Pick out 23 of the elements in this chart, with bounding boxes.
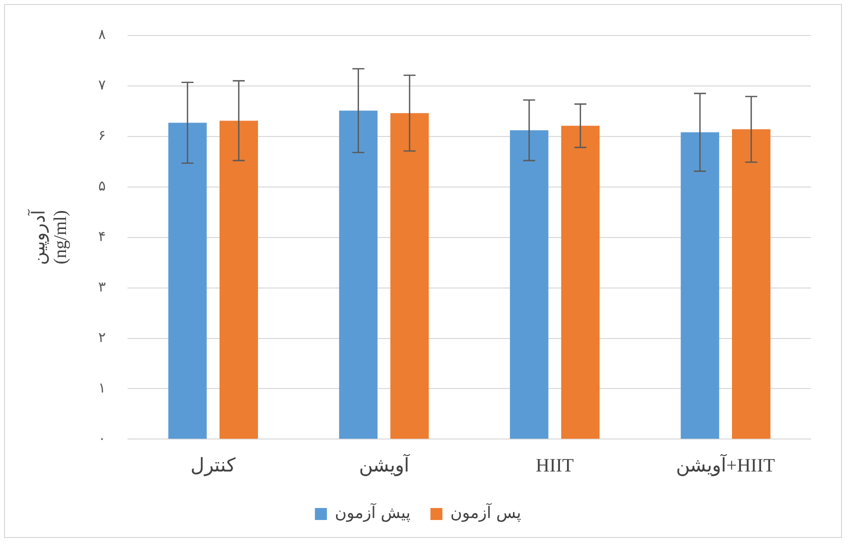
x-tick-label: آویشن (358, 454, 410, 477)
y-tick-label: ۲ (98, 330, 106, 346)
y-tick-label: ۷ (98, 78, 106, 94)
y-tick-label: ۳ (98, 279, 106, 296)
y-tick-label: ۸ (98, 27, 106, 44)
y-tick-label: ۴ (98, 228, 106, 245)
y-tick-label: ۵ (98, 178, 106, 194)
legend-label: پیش آزمون (334, 502, 410, 522)
y-tick-label: ۶ (98, 128, 106, 144)
bar (220, 120, 258, 439)
bar (680, 132, 720, 439)
legend-label: پس آزمون (450, 502, 522, 522)
bar (339, 110, 378, 439)
bar (168, 122, 207, 439)
x-tick-label: کنترل (190, 456, 237, 477)
x-tick-label: HIIT (536, 456, 574, 477)
y-tick-label: ۰ (98, 430, 106, 447)
bar (390, 113, 429, 439)
bar (510, 130, 548, 439)
x-tick-label: آویشن+HIIT (676, 454, 776, 477)
y-tick-label: ۱ (98, 380, 106, 396)
bar (732, 129, 770, 439)
bar (561, 126, 600, 439)
